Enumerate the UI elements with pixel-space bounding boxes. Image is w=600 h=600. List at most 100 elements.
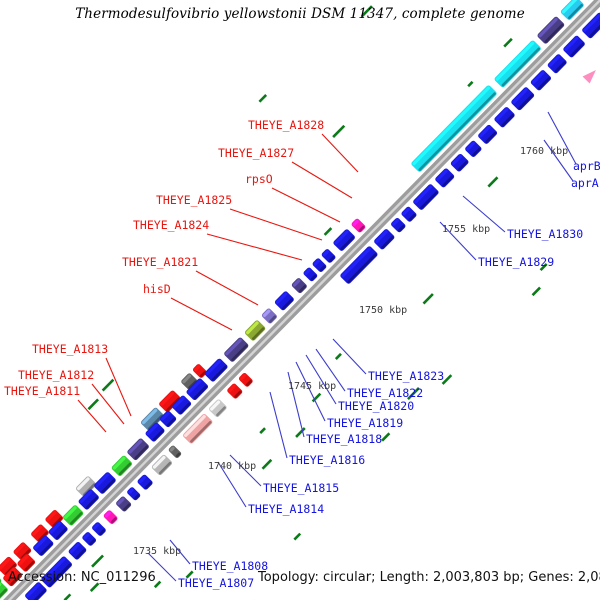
gene-label[interactable]: THEYE_A1828 (248, 118, 325, 132)
gene-feature[interactable] (48, 520, 69, 541)
gene-body (374, 229, 395, 250)
gene-feature[interactable] (261, 307, 278, 324)
gene-feature[interactable] (510, 86, 535, 111)
gene-feature[interactable] (78, 488, 100, 510)
gene-feature[interactable] (494, 40, 542, 89)
gene-label[interactable]: THEYE_A1827 (218, 146, 295, 160)
gene-feature[interactable] (182, 413, 213, 445)
gene-feature[interactable] (291, 277, 308, 294)
gene-label[interactable]: THEYE_A1815 (263, 481, 340, 495)
gene-feature[interactable] (158, 390, 182, 414)
gene-feature[interactable] (208, 398, 228, 418)
gene-feature[interactable] (0, 581, 9, 600)
gene-feature[interactable] (274, 290, 295, 311)
gene-feature[interactable] (332, 228, 356, 252)
gene-feature[interactable] (351, 218, 367, 234)
gene-label[interactable]: THEYE_A1820 (338, 399, 415, 413)
gene-top-highlight (4, 568, 16, 580)
gene-bottom-shadow (310, 274, 317, 281)
gene-feature[interactable] (373, 228, 395, 250)
gene-feature[interactable] (75, 475, 97, 497)
gene-feature[interactable] (530, 69, 552, 91)
gene-feature[interactable] (111, 455, 133, 477)
gene-label[interactable]: THEYE_A1830 (507, 227, 584, 241)
gene-feature[interactable] (159, 410, 177, 428)
gene-feature[interactable] (562, 35, 586, 59)
gene-label[interactable]: THEYE_A1812 (18, 368, 95, 382)
pink-arrow-marker (582, 69, 596, 84)
gene-feature[interactable] (536, 16, 565, 45)
gene-feature[interactable] (151, 454, 173, 476)
gene-feature[interactable] (32, 535, 54, 557)
gene-label[interactable]: THEYE_A1823 (368, 369, 445, 383)
gene-feature[interactable] (223, 337, 249, 363)
gene-label[interactable]: THEYE_A1819 (327, 416, 404, 430)
gene-top-highlight (375, 230, 388, 243)
gene-feature[interactable] (321, 248, 337, 264)
gene-label[interactable]: THEYE_A1825 (156, 193, 233, 207)
gene-feature[interactable] (171, 395, 192, 416)
gene-top-highlight (32, 525, 43, 536)
gene-feature[interactable] (244, 319, 266, 341)
gene-feature[interactable] (126, 486, 141, 501)
gene-feature[interactable] (412, 183, 439, 211)
gene-label[interactable]: THEYE_A1807 (178, 576, 255, 590)
gene-label[interactable]: rpsO (245, 172, 273, 186)
gene-label[interactable]: THEYE_A1829 (478, 255, 555, 269)
gene-feature[interactable] (2, 566, 23, 587)
gene-feature[interactable] (434, 167, 455, 188)
gene-feature[interactable] (62, 504, 84, 526)
gene-feature[interactable] (140, 407, 165, 432)
gene-feature[interactable] (81, 531, 97, 547)
gene-feature[interactable] (115, 495, 132, 512)
gene-feature[interactable] (581, 12, 600, 40)
gene-feature[interactable] (192, 363, 208, 379)
gene-feature[interactable] (390, 217, 406, 233)
gene-label[interactable]: THEYE_A1822 (347, 386, 424, 400)
gene-label[interactable]: aprA (571, 176, 599, 190)
gene-feature[interactable] (312, 257, 328, 273)
gene-label[interactable]: THEYE_A1813 (32, 342, 109, 356)
gene-feature[interactable] (339, 245, 378, 284)
gene-feature[interactable] (302, 267, 318, 283)
gene-feature[interactable] (238, 372, 254, 388)
gene-feature[interactable] (103, 509, 119, 525)
gene-top-highlight (160, 411, 170, 421)
gene-feature[interactable] (226, 383, 243, 400)
gene-feature[interactable] (91, 521, 107, 537)
gene-label[interactable]: hisD (143, 282, 171, 296)
gene-body (333, 229, 355, 251)
gene-feature[interactable] (493, 106, 515, 128)
gc-tick-mark (89, 582, 100, 592)
gene-feature[interactable] (560, 0, 585, 21)
gene-feature[interactable] (547, 53, 568, 74)
gene-feature[interactable] (450, 153, 470, 173)
gene-feature[interactable] (16, 553, 36, 573)
gene-label[interactable]: THEYE_A1808 (192, 559, 269, 573)
gene-feature[interactable] (477, 124, 498, 145)
gene-feature[interactable] (464, 140, 482, 158)
gene-label[interactable]: THEYE_A1821 (122, 255, 199, 269)
gene-label[interactable]: THEYE_A1818 (306, 432, 383, 446)
gene-label[interactable]: aprB (573, 159, 600, 173)
gene-feature[interactable] (40, 556, 73, 589)
gene-feature[interactable] (410, 84, 497, 172)
gene-feature[interactable] (68, 541, 88, 561)
gene-feature[interactable] (168, 445, 182, 459)
gene-bottom-shadow (408, 213, 416, 221)
gene-feature[interactable] (137, 474, 154, 491)
gene-label[interactable]: THEYE_A1824 (133, 218, 210, 232)
gene-feature[interactable] (93, 471, 117, 495)
gene-feature[interactable] (204, 358, 229, 383)
gene-label[interactable]: THEYE_A1814 (248, 502, 325, 516)
gene-body (511, 87, 535, 111)
gene-label[interactable]: THEYE_A1811 (4, 384, 81, 398)
gene-feature[interactable] (400, 206, 417, 223)
gene-feature[interactable] (185, 377, 209, 401)
gene-label[interactable]: THEYE_A1816 (289, 453, 366, 467)
gene-feature[interactable] (126, 438, 150, 462)
gene-feature[interactable] (0, 556, 18, 577)
gene-feature[interactable] (145, 422, 166, 443)
gene-body (33, 535, 54, 556)
